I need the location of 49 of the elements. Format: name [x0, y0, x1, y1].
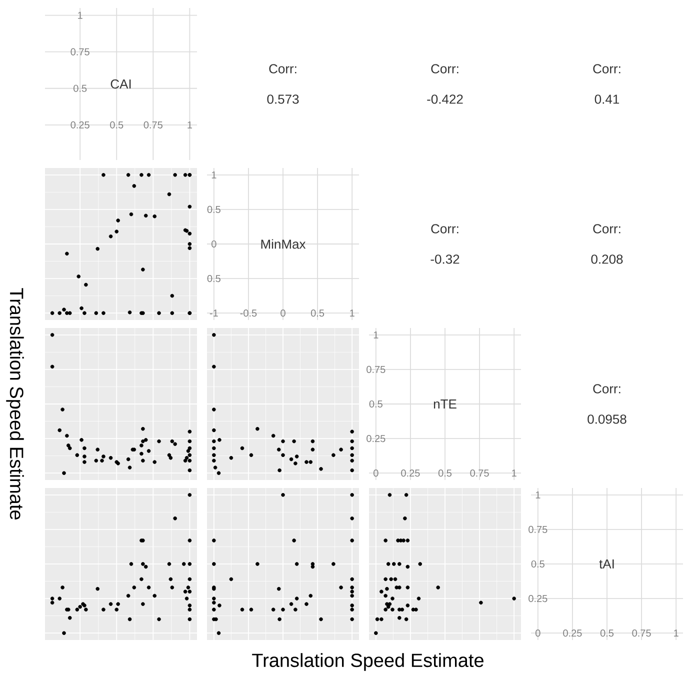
x-tick-label: 1 [188, 121, 192, 128]
y-tick-label: 1 [78, 12, 82, 19]
text: Corr: [431, 64, 458, 74]
text: -0.32 [430, 254, 460, 264]
y-tick-label: 1 [374, 331, 378, 338]
x-tick-label: 0.5 [110, 121, 124, 128]
x-axis-title: Translation Speed Estimate [252, 653, 484, 671]
text: Corr: [593, 64, 620, 74]
x-tick-label: 0.25 [563, 630, 582, 637]
y-tick-label: 0.5 [207, 274, 220, 282]
text: 0.0958 [588, 414, 626, 424]
x-tick-label: 0.75 [144, 121, 162, 128]
text: nTE [434, 400, 456, 408]
text: -0.422 [427, 94, 463, 104]
text: 0.208 [591, 254, 623, 264]
x-tick-label: -0.5 [240, 310, 257, 317]
text: 0.573 [267, 94, 299, 104]
x-tick-label: 0.75 [470, 470, 489, 477]
x-tick-label: 1 [674, 630, 678, 637]
x-tick-label: 0.75 [632, 630, 651, 637]
text: 0.41 [594, 94, 620, 104]
x-tick-label: 0.5 [310, 310, 324, 317]
y-tick-label: 0.75 [366, 366, 386, 373]
y-tick-label: 0.75 [70, 48, 90, 56]
text: tAI [599, 559, 614, 568]
y-tick-label: 0.5 [531, 560, 544, 568]
y-tick-label: 0.5 [369, 400, 382, 408]
x-tick-label: 0 [280, 310, 286, 317]
x-tick-label: 1 [350, 310, 354, 317]
text: MinMax [261, 239, 306, 249]
y-axis-title: Translation Speed Estimate [6, 288, 24, 520]
y-tick-label: 0.5 [74, 84, 87, 92]
x-tick-label: 0.25 [401, 470, 420, 477]
x-tick-label: 1 [512, 470, 516, 477]
y-tick-label: 0.75 [528, 526, 548, 533]
text: Corr: [431, 224, 458, 234]
text: Corr: [593, 384, 620, 394]
text: CAI [110, 79, 131, 89]
y-tick-label: 1 [212, 171, 216, 178]
text: Corr: [269, 64, 296, 74]
text: Corr: [593, 224, 620, 234]
y-tick-label: 0.5 [207, 206, 220, 213]
x-tick-label: 0.5 [438, 470, 452, 477]
y-tick-label: 0.25 [366, 434, 386, 442]
x-tick-label: -1 [210, 310, 218, 317]
y-tick-label: 0 [212, 240, 216, 248]
y-tick-label: 1 [536, 491, 540, 498]
y-tick-label: 0.25 [528, 594, 548, 602]
x-tick-label: 0.5 [600, 630, 614, 637]
